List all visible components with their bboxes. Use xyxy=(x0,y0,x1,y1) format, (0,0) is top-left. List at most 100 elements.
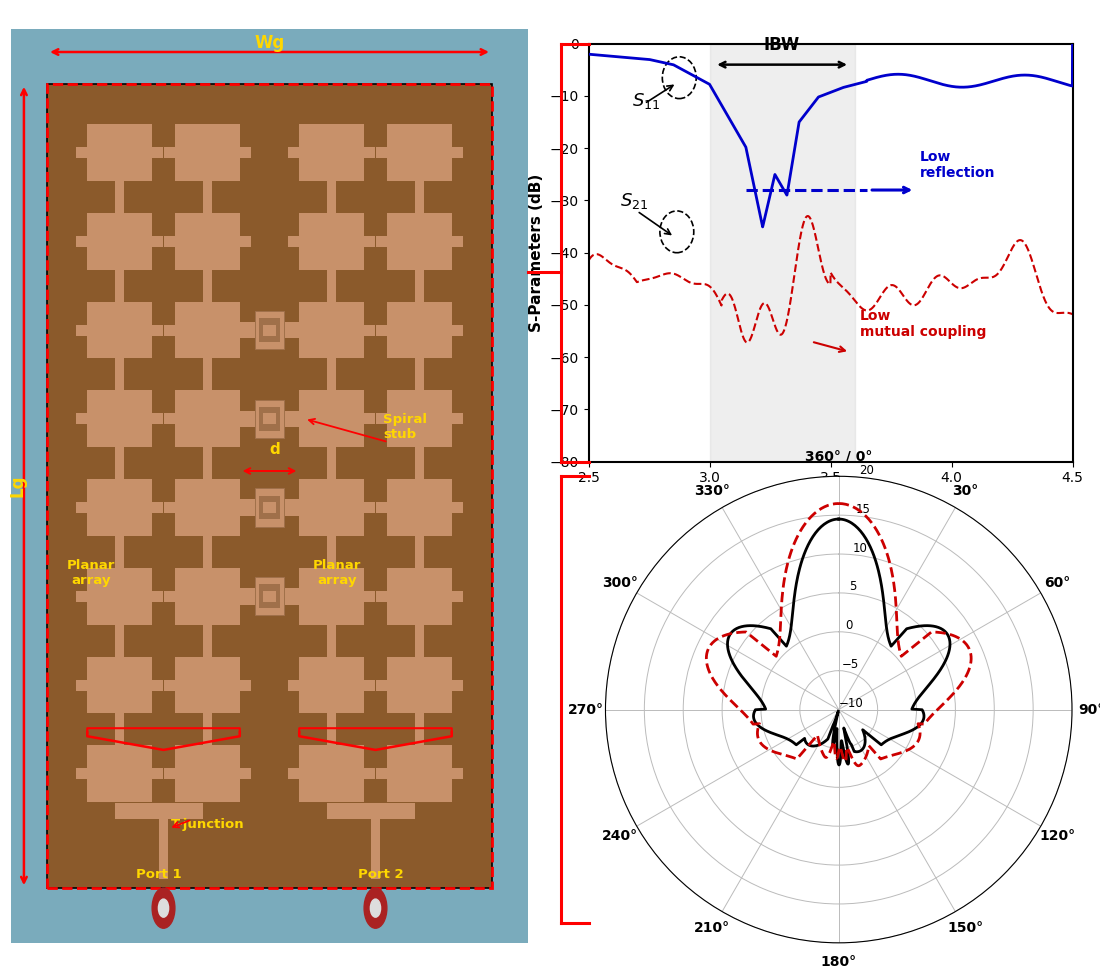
: Simulation: (0, 14.5): Simulation: (0, 14.5) xyxy=(833,513,846,525)
Text: Wg: Wg xyxy=(254,34,285,52)
Circle shape xyxy=(364,888,387,928)
Text: $S_{21}$: $S_{21}$ xyxy=(620,191,648,211)
Bar xyxy=(387,124,452,181)
Text: T-junction: T-junction xyxy=(170,817,244,830)
Bar xyxy=(415,713,425,746)
Bar xyxy=(299,746,364,802)
Bar xyxy=(87,124,152,181)
Bar xyxy=(164,591,175,602)
Bar xyxy=(175,213,240,269)
Bar xyxy=(299,124,364,181)
Bar xyxy=(87,479,152,536)
Bar xyxy=(364,413,375,424)
Bar xyxy=(364,325,375,335)
Bar xyxy=(327,536,337,568)
Bar xyxy=(288,768,299,780)
Bar xyxy=(175,479,240,536)
Bar xyxy=(240,768,251,780)
Text: Spiral
stub: Spiral stub xyxy=(383,412,427,440)
: Measurement: (3.29, -5.84): Measurement: (3.29, -5.84) xyxy=(827,736,840,747)
Bar xyxy=(175,301,240,359)
Bar xyxy=(240,147,251,158)
Bar xyxy=(376,325,387,335)
Bar xyxy=(47,84,492,888)
Bar xyxy=(240,591,251,602)
Bar xyxy=(327,181,337,213)
Bar xyxy=(240,236,251,247)
Bar xyxy=(114,713,124,746)
Bar xyxy=(452,768,463,780)
Bar xyxy=(452,413,463,424)
Bar xyxy=(299,213,364,269)
: Measurement: (0, 16.5): Measurement: (0, 16.5) xyxy=(833,498,846,509)
Text: Planar
array: Planar array xyxy=(67,559,116,587)
Text: Port 2: Port 2 xyxy=(358,868,404,881)
Bar xyxy=(255,399,284,438)
Bar xyxy=(76,679,87,690)
Circle shape xyxy=(371,899,381,918)
Bar xyxy=(202,625,212,657)
: Simulation: (1.4, 0.654): Simulation: (1.4, 0.654) xyxy=(914,689,927,701)
Bar xyxy=(415,625,425,657)
Circle shape xyxy=(158,899,168,918)
: Measurement: (3.96, -1.22): Measurement: (3.96, -1.22) xyxy=(782,750,795,762)
Bar xyxy=(164,503,175,513)
Bar xyxy=(260,407,279,431)
Bar xyxy=(202,359,212,391)
Bar xyxy=(240,500,299,516)
Bar xyxy=(260,496,279,519)
Text: $S_{11}$: $S_{11}$ xyxy=(632,91,660,112)
Bar xyxy=(76,236,87,247)
Bar xyxy=(299,301,364,359)
Bar xyxy=(164,679,175,690)
Bar xyxy=(288,147,299,158)
Bar xyxy=(376,413,387,424)
Bar xyxy=(158,819,168,879)
Bar xyxy=(87,213,152,269)
Bar xyxy=(288,503,299,513)
Text: Low
mutual coupling: Low mutual coupling xyxy=(859,309,986,339)
Bar xyxy=(364,236,375,247)
Bar xyxy=(452,591,463,602)
Bar xyxy=(387,479,452,536)
Bar xyxy=(87,301,152,359)
: Simulation: (4.14, -2.62): Simulation: (4.14, -2.62) xyxy=(784,735,798,746)
Y-axis label: S-Parameters (dB): S-Parameters (dB) xyxy=(529,174,544,331)
Bar xyxy=(263,591,276,602)
Bar xyxy=(175,391,240,447)
: Simulation: (0.114, 13.3): Simulation: (0.114, 13.3) xyxy=(852,524,866,536)
Line: : Measurement: : Measurement xyxy=(706,503,971,766)
Bar xyxy=(263,503,276,513)
Bar xyxy=(288,413,299,424)
Bar xyxy=(175,746,240,802)
Bar xyxy=(371,819,381,879)
Bar xyxy=(76,413,87,424)
: Simulation: (6.28, 14.5): Simulation: (6.28, 14.5) xyxy=(833,513,846,525)
Bar xyxy=(376,591,387,602)
Bar xyxy=(202,713,212,746)
Bar xyxy=(327,803,415,819)
Bar xyxy=(164,147,175,158)
: Measurement: (1.73, 1.22): Measurement: (1.73, 1.22) xyxy=(918,717,932,729)
Bar xyxy=(164,325,175,335)
Bar xyxy=(152,413,163,424)
Bar xyxy=(299,391,364,447)
Bar xyxy=(152,147,163,158)
Text: IBW: IBW xyxy=(764,36,800,54)
: Measurement: (0.76, 1.22): Measurement: (0.76, 1.22) xyxy=(892,641,905,652)
Bar xyxy=(299,657,364,713)
Bar xyxy=(415,447,425,479)
: Simulation: (0.76, 4.77): Simulation: (0.76, 4.77) xyxy=(911,620,924,632)
Text: Port 1: Port 1 xyxy=(135,868,182,881)
: Measurement: (1.4, 5.49): Measurement: (1.4, 5.49) xyxy=(950,683,964,695)
Legend: : Simulation, : Measurement: : Simulation, : Measurement xyxy=(590,966,760,972)
Bar xyxy=(364,147,375,158)
Bar xyxy=(364,679,375,690)
: Measurement: (4.14, 0.00826): Measurement: (4.14, 0.00826) xyxy=(767,746,780,757)
Bar xyxy=(387,391,452,447)
Bar xyxy=(387,301,452,359)
Line: : Simulation: : Simulation xyxy=(727,519,950,765)
Bar xyxy=(240,413,251,424)
Bar xyxy=(76,503,87,513)
Bar xyxy=(288,325,299,335)
